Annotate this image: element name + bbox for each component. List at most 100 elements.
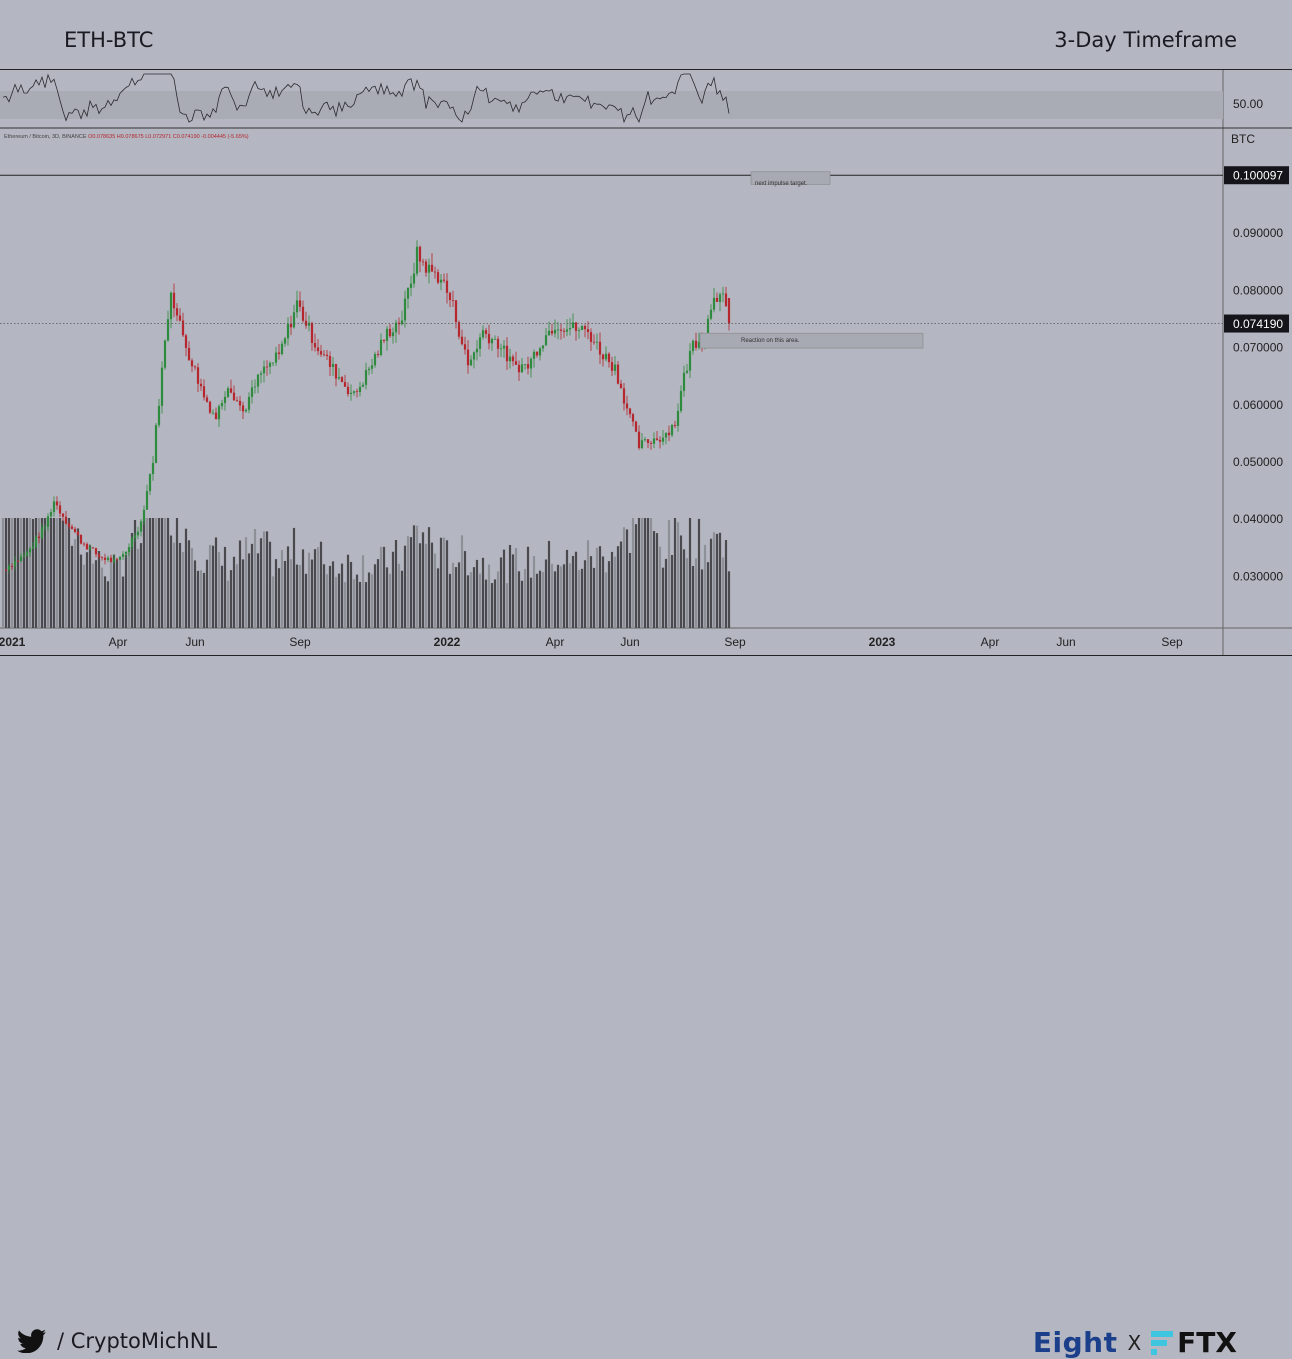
candle-body xyxy=(430,264,434,272)
candle-body xyxy=(46,516,50,527)
volume-bar xyxy=(133,519,137,628)
volume-bar xyxy=(700,569,704,628)
candle-body xyxy=(319,351,323,355)
x-tick-label: 2021 xyxy=(0,635,26,649)
candle-body xyxy=(169,292,173,320)
candle-body xyxy=(550,330,554,334)
volume-bar xyxy=(646,518,650,628)
volume-bar xyxy=(499,557,503,628)
volume-bar xyxy=(220,565,224,628)
candle-body xyxy=(157,405,161,426)
candle-body xyxy=(178,315,182,321)
volume-bar xyxy=(667,519,671,628)
volume-bar xyxy=(649,518,653,628)
volume-bar xyxy=(13,518,17,628)
candle-body xyxy=(277,352,281,355)
volume-bar xyxy=(583,560,587,628)
candle-body xyxy=(565,329,569,332)
volume-bar xyxy=(325,574,329,628)
candle-body xyxy=(85,543,89,550)
candle-body xyxy=(325,354,329,357)
candle-body xyxy=(256,374,260,387)
candle-body xyxy=(82,543,86,545)
volume-bar xyxy=(442,537,446,628)
price-chart[interactable]: next impulse target. Reaction on this are… xyxy=(0,0,1292,727)
candle-body xyxy=(484,330,488,334)
volume-bar xyxy=(169,535,173,628)
volume-bar xyxy=(658,546,662,628)
candle-body xyxy=(541,345,545,349)
volume-bar xyxy=(235,564,239,628)
volume-bar xyxy=(406,536,410,628)
twitter-handle[interactable]: / CryptoMichNL xyxy=(17,1329,217,1353)
target-annotation: next impulse target. xyxy=(755,181,808,187)
candle-body xyxy=(364,370,368,385)
volume-bar xyxy=(706,562,710,628)
candle-body xyxy=(400,320,404,325)
candle-body xyxy=(493,338,497,340)
candle-body xyxy=(436,272,440,283)
candle-body xyxy=(589,332,593,342)
ftx-mark-icon xyxy=(1151,1330,1174,1355)
volume-bar xyxy=(22,518,26,628)
candle-body xyxy=(379,339,383,355)
volume-bar xyxy=(184,528,188,628)
candle-body xyxy=(385,328,389,341)
candle-body xyxy=(646,439,650,443)
y-tick-label: 0.080000 xyxy=(1233,283,1283,297)
candle-body xyxy=(103,557,107,560)
volume-bar xyxy=(295,564,299,628)
volume-bar xyxy=(493,579,497,628)
last-price-tag: 0.074190 xyxy=(1233,317,1283,331)
y-tick-label: 0.050000 xyxy=(1233,455,1283,469)
candle-body xyxy=(73,528,77,532)
candle-body xyxy=(91,547,95,549)
candle-body xyxy=(709,309,713,319)
candle-body xyxy=(727,298,731,324)
volume-bar xyxy=(421,532,425,628)
candle-body xyxy=(601,354,605,360)
volume-bar xyxy=(262,531,266,628)
volume-bar xyxy=(223,546,227,628)
candle-body xyxy=(292,312,296,328)
x-tick-label: Apr xyxy=(546,635,565,649)
candle-body xyxy=(55,501,59,506)
volume-bar xyxy=(10,518,14,628)
volume-bar xyxy=(208,544,212,628)
candle-body xyxy=(181,320,185,336)
candle-body xyxy=(580,326,584,331)
candle-body xyxy=(340,377,344,383)
chart-header: ETH-BTC 3-Day Timeframe xyxy=(0,0,1292,70)
volume-bar xyxy=(520,580,524,628)
candle-body xyxy=(19,556,23,562)
volume-bar xyxy=(514,548,518,628)
volume-bar xyxy=(454,567,458,628)
volume-bar xyxy=(307,552,311,628)
candle-body xyxy=(442,279,446,281)
candle-body xyxy=(214,412,218,420)
volume-bar xyxy=(286,546,290,628)
volume-bar xyxy=(115,559,119,628)
volume-bar xyxy=(622,527,626,628)
candle-body xyxy=(634,421,638,432)
candle-body xyxy=(244,409,248,412)
volume-bar xyxy=(433,553,437,628)
volume-bar xyxy=(436,568,440,628)
volume-bar xyxy=(709,538,713,628)
volume-bar xyxy=(142,518,146,628)
volume-bar xyxy=(280,550,284,628)
brand-logos: Eight X FTX xyxy=(1033,1326,1237,1359)
candle-body xyxy=(28,548,32,553)
volume-bar xyxy=(238,540,242,628)
candle-body xyxy=(547,330,551,336)
candle-body xyxy=(259,373,263,375)
volume-bar xyxy=(403,545,407,628)
volume-bar xyxy=(61,520,65,628)
volume-bar xyxy=(481,557,485,628)
candle-body xyxy=(22,555,26,557)
candle-body xyxy=(97,554,101,557)
candle-body xyxy=(232,392,236,401)
volume-bar xyxy=(598,546,602,628)
y-tick-label: 0.030000 xyxy=(1233,569,1283,583)
candle-body xyxy=(10,565,14,567)
